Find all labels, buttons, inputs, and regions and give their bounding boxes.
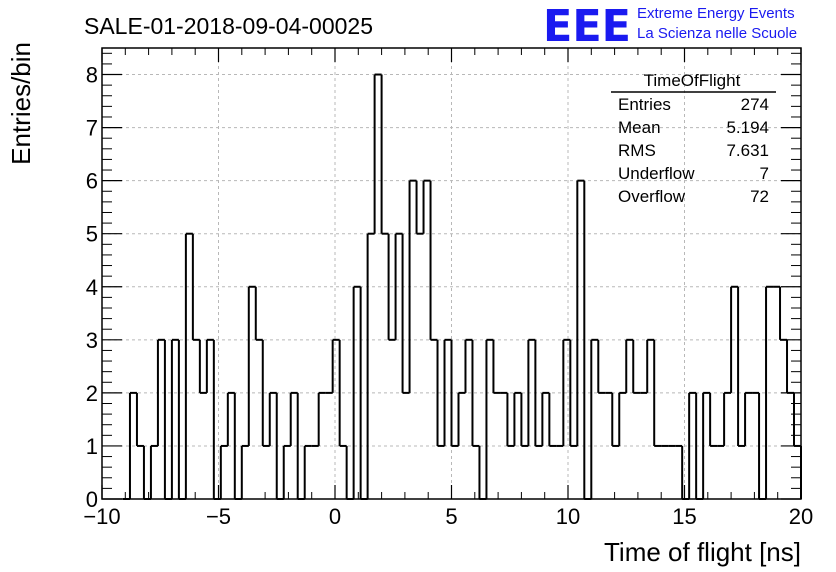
x-tick-label: −5 [206, 504, 231, 529]
x-tick-label: 10 [556, 504, 580, 529]
x-tick-label: 20 [789, 504, 813, 529]
x-axis-label: Time of flight [ns] [604, 537, 801, 567]
stats-row-label: RMS [618, 141, 656, 160]
y-tick-label: 7 [86, 116, 98, 141]
stats-box-title: TimeOfFlight [644, 71, 741, 90]
y-tick-label: 4 [86, 275, 98, 300]
y-tick-label: 2 [86, 381, 98, 406]
x-tick-label: 0 [329, 504, 341, 529]
eee-logo-mark: EEE [543, 1, 631, 52]
tick-labels: −10 −5 0 5 10 15 20 0 1 2 3 4 5 6 7 8 [83, 63, 813, 529]
x-tick-label: 5 [445, 504, 457, 529]
eee-logo: EEE Extreme Energy Events La Scienza nel… [543, 1, 797, 52]
y-tick-label: 6 [86, 169, 98, 194]
x-tick-label: −10 [83, 504, 120, 529]
stats-row-label: Entries [618, 95, 671, 114]
chart-title: SALE-01-2018-09-04-00025 [84, 13, 373, 39]
eee-logo-line1: Extreme Energy Events [637, 5, 795, 22]
stats-row-value: 72 [750, 187, 769, 206]
stats-row-label: Overflow [618, 187, 686, 206]
y-tick-label: 1 [86, 434, 98, 459]
stats-row-value: 274 [741, 95, 769, 114]
axis-ticks [101, 48, 802, 500]
stats-row-label: Mean [618, 118, 661, 137]
x-tick-label: 15 [672, 504, 696, 529]
stats-box: TimeOfFlight Entries 274 Mean 5.194 RMS 7.631… [611, 71, 776, 206]
stats-row-value: 7 [760, 164, 769, 183]
y-tick-label: 5 [86, 222, 98, 247]
histogram-bins [122, 73, 802, 500]
stats-row-value: 5.194 [726, 118, 769, 137]
stats-row-value: 7.631 [726, 141, 769, 160]
stats-row-label: Underflow [618, 164, 695, 183]
y-tick-label: 0 [86, 487, 98, 512]
y-axis-label: Entries/bin [6, 42, 36, 165]
y-tick-label: 8 [86, 63, 98, 88]
y-tick-label: 3 [86, 328, 98, 353]
eee-logo-line2: La Scienza nelle Scuole [637, 25, 797, 42]
